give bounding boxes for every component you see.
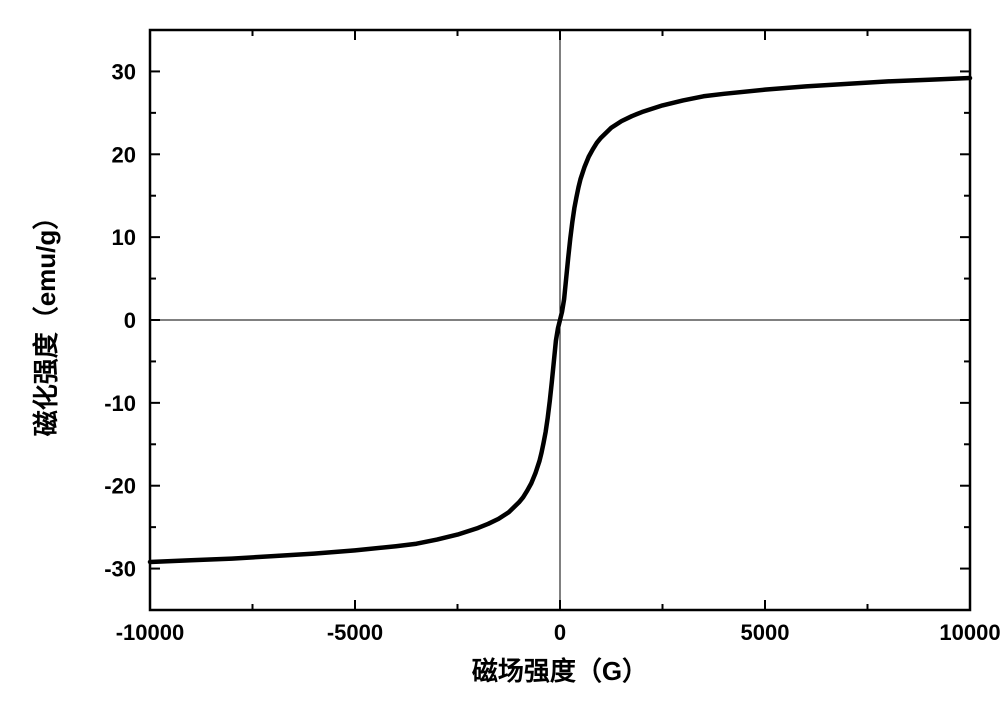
x-tick-label: 0 [554, 620, 566, 645]
y-tick-label: 30 [112, 59, 136, 84]
magnetization-chart: -10000 -5000 0 5000 10000 -30 -20 -10 0 10 20 30 磁场强… [0, 0, 1000, 713]
x-axis-label: 磁场强度（G） [472, 656, 648, 686]
y-tick-label: -10 [104, 391, 136, 416]
y-tick-label: -30 [104, 557, 136, 582]
x-tick-label: 10000 [939, 620, 1000, 645]
y-axis-label: 磁化强度（emu/g） [31, 204, 61, 437]
y-tick-label: -20 [104, 474, 136, 499]
x-tick-label: 5000 [741, 620, 790, 645]
chart-svg: -10000 -5000 0 5000 10000 -30 -20 -10 0 10 20 30 磁场强… [0, 0, 1000, 713]
y-tick-label: 10 [112, 225, 136, 250]
y-tick-label: 20 [112, 142, 136, 167]
x-tick-label: -10000 [116, 620, 185, 645]
x-tick-label: -5000 [327, 620, 383, 645]
y-tick-label: 0 [124, 308, 136, 333]
